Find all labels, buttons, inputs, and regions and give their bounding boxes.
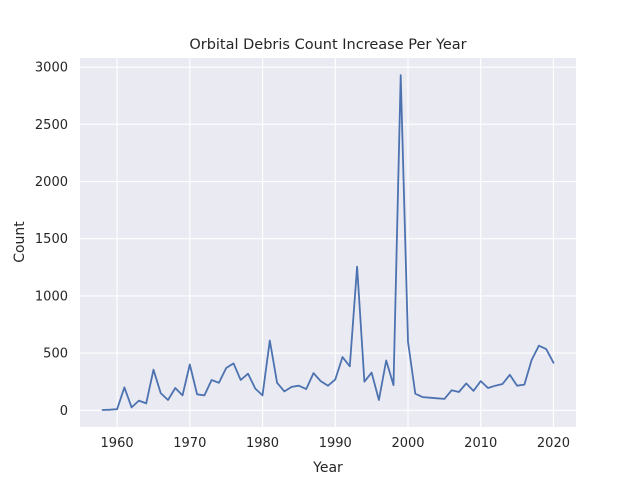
data-point — [217, 381, 220, 384]
data-point — [312, 372, 315, 375]
data-point — [508, 373, 511, 376]
series-layer — [101, 74, 555, 412]
x-tick-label: 1960 — [101, 436, 134, 451]
data-point — [377, 399, 380, 402]
data-point — [130, 406, 133, 409]
data-point — [479, 380, 482, 383]
data-point — [385, 359, 388, 362]
data-point — [494, 384, 497, 387]
data-point — [239, 379, 242, 382]
data-point — [523, 383, 526, 386]
x-tick-label: 2010 — [464, 436, 497, 451]
y-tick-label: 500 — [43, 347, 68, 362]
x-tick-label: 1990 — [319, 436, 352, 451]
data-point — [450, 389, 453, 392]
x-gridlines — [116, 58, 555, 427]
data-point — [530, 359, 533, 362]
y-tick-labels: 0 500 1000 1500 2000 2500 3000 — [35, 61, 68, 419]
chart-title: Orbital Debris Count Increase Per Year — [189, 37, 466, 53]
data-point — [407, 340, 410, 343]
data-point — [283, 390, 286, 393]
data-point — [363, 380, 366, 383]
x-tick-labels: 1960 1970 1980 1990 2000 2010 2020 — [101, 436, 570, 451]
series-line — [101, 74, 555, 411]
y-tick-label: 3000 — [35, 61, 68, 76]
data-point — [159, 392, 162, 395]
y-tick-label: 0 — [60, 404, 68, 419]
data-point — [108, 408, 111, 411]
data-point — [174, 387, 177, 390]
data-point — [247, 372, 250, 375]
y-axis-label: Count — [12, 221, 28, 263]
data-point — [188, 363, 191, 366]
data-point — [145, 402, 148, 405]
x-tick-label: 2020 — [537, 436, 570, 451]
data-point — [254, 387, 257, 390]
y-gridlines — [80, 66, 576, 411]
data-point — [152, 368, 155, 371]
data-point — [137, 399, 140, 402]
data-point — [101, 409, 104, 412]
data-point — [457, 391, 460, 394]
plot-area — [80, 58, 576, 427]
data-point — [392, 384, 395, 387]
data-point — [123, 386, 126, 389]
data-point — [421, 396, 424, 399]
x-axis-label: Year — [312, 460, 343, 476]
data-point — [167, 399, 170, 402]
data-point — [537, 344, 540, 347]
y-tick-label: 2000 — [35, 175, 68, 190]
data-point — [268, 339, 271, 342]
data-point — [552, 361, 555, 364]
data-point — [487, 387, 490, 390]
y-tick-label: 1500 — [35, 232, 68, 247]
data-point — [297, 384, 300, 387]
x-tick-label: 1970 — [173, 436, 206, 451]
x-tick-label: 1980 — [246, 436, 279, 451]
data-point — [399, 74, 402, 77]
data-point — [276, 381, 279, 384]
data-point — [501, 383, 504, 386]
data-point — [305, 388, 308, 391]
data-point — [210, 379, 213, 382]
data-point — [327, 384, 330, 387]
data-point — [516, 384, 519, 387]
data-point — [232, 362, 235, 365]
data-point — [225, 367, 228, 370]
data-point — [334, 378, 337, 381]
data-point — [436, 397, 439, 400]
data-point — [261, 394, 264, 397]
x-tick-label: 2000 — [391, 436, 424, 451]
data-point — [116, 408, 119, 411]
data-point — [414, 392, 417, 395]
data-point — [203, 394, 206, 397]
y-tick-label: 2500 — [35, 118, 68, 133]
data-point — [319, 380, 322, 383]
data-point — [472, 389, 475, 392]
data-point — [428, 396, 431, 399]
y-tick-label: 1000 — [35, 289, 68, 304]
data-point — [341, 356, 344, 359]
data-point — [370, 371, 373, 374]
data-point — [443, 397, 446, 400]
data-point — [348, 365, 351, 368]
data-point — [545, 348, 548, 351]
data-point — [196, 393, 199, 396]
data-point — [290, 385, 293, 388]
data-point — [356, 265, 359, 268]
data-point — [181, 394, 184, 397]
data-point — [465, 382, 468, 385]
